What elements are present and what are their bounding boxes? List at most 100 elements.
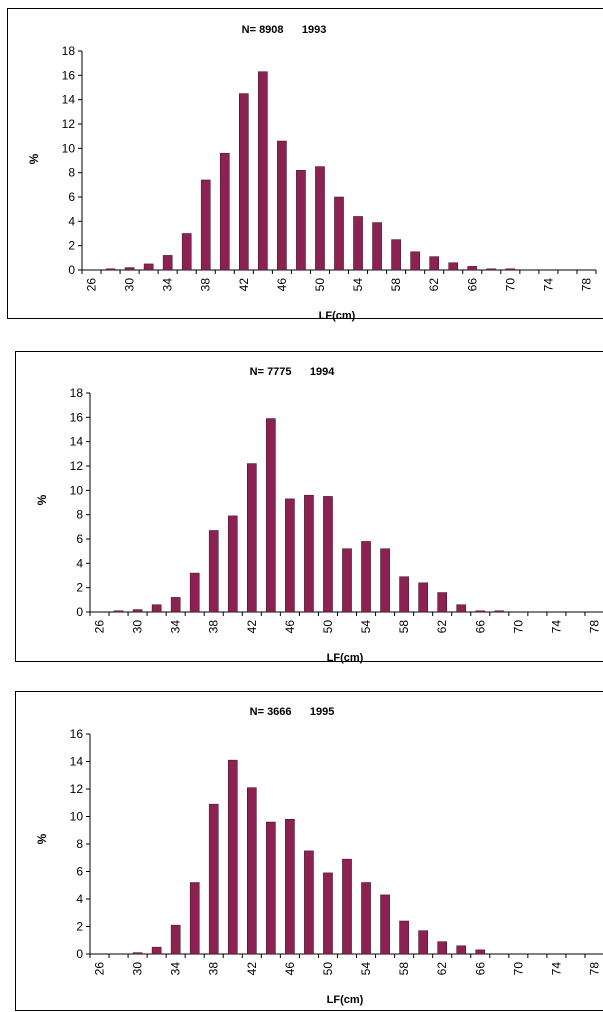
y-tick-label: 6 bbox=[76, 532, 83, 546]
y-tick-label: 2 bbox=[76, 581, 83, 595]
x-tick-label: 78 bbox=[579, 278, 593, 292]
bar-70 bbox=[505, 268, 516, 271]
x-tick-label: 34 bbox=[169, 620, 183, 634]
bar-42 bbox=[246, 787, 257, 955]
bar-60 bbox=[410, 251, 420, 271]
x-tick-label: 62 bbox=[427, 278, 441, 292]
bar-58 bbox=[391, 239, 401, 271]
bar-48 bbox=[296, 169, 306, 271]
y-tick-label: 16 bbox=[70, 410, 84, 424]
x-tick-label: 26 bbox=[93, 620, 107, 634]
bar-64 bbox=[456, 945, 467, 955]
y-tick-label: 12 bbox=[70, 782, 84, 796]
y-tick-label: 10 bbox=[62, 141, 76, 155]
bar-46 bbox=[277, 140, 287, 271]
y-tick-label: 16 bbox=[62, 68, 76, 82]
y-tick-label: 12 bbox=[62, 117, 76, 131]
y-tick-label: 6 bbox=[76, 865, 83, 879]
x-tick-label: 74 bbox=[549, 962, 563, 976]
bar-38 bbox=[208, 803, 219, 955]
bar-66 bbox=[475, 610, 486, 613]
bar-28 bbox=[113, 610, 124, 613]
x-tick-label: 30 bbox=[131, 620, 145, 634]
x-tick-label: 70 bbox=[511, 962, 525, 976]
x-axis-label: LF(cm) bbox=[327, 994, 364, 1006]
x-axis-label: LF(cm) bbox=[319, 310, 356, 322]
bar-46 bbox=[285, 819, 295, 955]
x-tick-label: 58 bbox=[389, 278, 403, 292]
bar-52 bbox=[342, 548, 352, 613]
y-axis-label: % bbox=[27, 153, 41, 164]
x-tick-label: 74 bbox=[549, 620, 563, 634]
bar-68 bbox=[494, 610, 505, 613]
bar-50 bbox=[315, 166, 325, 271]
y-tick-label: 14 bbox=[62, 93, 76, 107]
y-tick-label: 14 bbox=[70, 755, 84, 769]
chart-title: N= 7775 1994 bbox=[250, 366, 336, 378]
x-tick-label: 78 bbox=[587, 962, 601, 976]
x-tick-label: 50 bbox=[321, 620, 335, 634]
bar-56 bbox=[380, 894, 390, 955]
bar-58 bbox=[399, 576, 409, 613]
y-tick-label: 0 bbox=[76, 947, 83, 961]
y-tick-label: 8 bbox=[76, 837, 83, 851]
bar-60 bbox=[418, 582, 428, 613]
bar-60 bbox=[418, 930, 428, 955]
bar-50 bbox=[323, 872, 333, 955]
bar-32 bbox=[143, 263, 154, 271]
bar-38 bbox=[200, 179, 211, 271]
x-tick-label: 46 bbox=[283, 962, 297, 976]
bar-38 bbox=[208, 530, 219, 613]
chart-title: N= 3666 1995 bbox=[250, 706, 335, 718]
chart-panel-1993: N= 8908 1993 0 2 4 6 8 10 12 14 16 18% 26 30 34 38 42 46… bbox=[7, 8, 603, 322]
bar-66 bbox=[475, 949, 486, 955]
y-tick-label: 6 bbox=[68, 190, 75, 204]
bar-56 bbox=[372, 222, 382, 271]
bar-32 bbox=[151, 604, 162, 613]
x-tick-label: 58 bbox=[397, 962, 411, 976]
x-tick-label: 34 bbox=[161, 278, 175, 292]
y-axis-label: % bbox=[35, 494, 49, 505]
bar-44 bbox=[266, 821, 276, 955]
x-axis-label: LF(cm) bbox=[327, 652, 364, 664]
x-tick-label: 50 bbox=[321, 962, 335, 976]
bar-34 bbox=[162, 255, 173, 271]
bar-64 bbox=[456, 604, 467, 613]
x-tick-label: 26 bbox=[85, 278, 99, 292]
y-tick-label: 8 bbox=[68, 166, 75, 180]
x-tick-label: 62 bbox=[435, 620, 449, 634]
bar-68 bbox=[486, 268, 497, 271]
y-tick-label: 0 bbox=[76, 605, 83, 619]
y-tick-label: 16 bbox=[70, 727, 84, 741]
x-tick-label: 66 bbox=[465, 278, 479, 292]
bar-58 bbox=[399, 920, 409, 955]
bar-50 bbox=[323, 496, 333, 613]
x-tick-label: 70 bbox=[511, 620, 525, 634]
x-tick-label: 30 bbox=[123, 278, 137, 292]
chart-panel-1995: N= 3666 1995 0 2 4 6 8 10 12 14 16% 26 30 34 38 42 46 50… bbox=[15, 691, 603, 1011]
x-tick-label: 66 bbox=[473, 962, 487, 976]
y-axis-label: % bbox=[35, 833, 49, 844]
x-tick-label: 42 bbox=[237, 278, 251, 292]
x-tick-label: 54 bbox=[359, 962, 373, 976]
bar-32 bbox=[151, 946, 162, 955]
bar-62 bbox=[437, 592, 448, 613]
bar-36 bbox=[189, 572, 200, 613]
x-tick-label: 38 bbox=[199, 278, 213, 292]
x-tick-label: 46 bbox=[275, 278, 289, 292]
x-tick-label: 58 bbox=[397, 620, 411, 634]
x-tick-label: 54 bbox=[359, 620, 373, 634]
y-tick-label: 14 bbox=[70, 435, 84, 449]
bar-52 bbox=[342, 858, 352, 955]
bar-56 bbox=[380, 548, 390, 613]
bar-48 bbox=[304, 850, 314, 955]
bar-44 bbox=[258, 71, 268, 271]
y-tick-label: 2 bbox=[68, 239, 75, 253]
y-tick-label: 4 bbox=[68, 214, 75, 228]
bar-28 bbox=[105, 268, 116, 271]
bar-40 bbox=[227, 515, 238, 613]
x-tick-label: 26 bbox=[93, 962, 107, 976]
y-tick-label: 0 bbox=[68, 263, 75, 277]
